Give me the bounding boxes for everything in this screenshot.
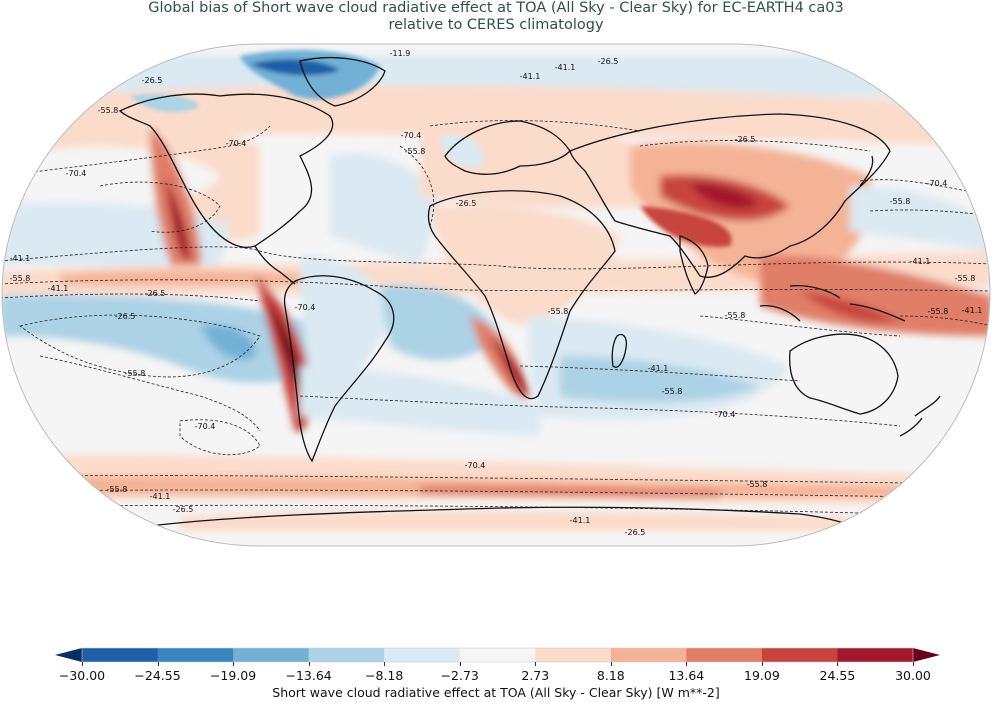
contour-label: -41.1: [520, 72, 541, 81]
contour-label: -55.8: [725, 311, 746, 320]
colorbar-tick-label: −19.09: [209, 668, 257, 683]
bias-field: -26.5-11.9-41.1-26.5-41.1-55.8-70.4-41.1…: [2, 44, 990, 546]
contour-label: -55.8: [10, 274, 31, 283]
contour-label: -70.4: [465, 461, 486, 470]
map-border: [1, 43, 991, 547]
contour-label: -41.1: [10, 254, 31, 263]
contour-label: -26.5: [456, 199, 477, 208]
contour-label: -41.1: [962, 306, 983, 315]
contour-label: -70.4: [226, 139, 247, 148]
title-line-2: relative to CERES climatology: [388, 17, 604, 33]
colorbar-bin: [686, 648, 763, 662]
colorbar-extend-low: [55, 648, 82, 662]
colorbar-tick-label: 19.09: [744, 668, 780, 683]
contour-label: -26.5: [115, 312, 136, 321]
contour-label: -26.5: [142, 76, 163, 85]
colorbar-tick-label: 24.55: [819, 668, 856, 683]
contour-label: -41.1: [910, 257, 931, 266]
contour-labels: -26.5-11.9-41.1-26.5-41.1-55.8-70.4-41.1…: [10, 49, 983, 537]
contour-label: -55.8: [928, 307, 949, 316]
contours: [2, 120, 990, 515]
contour-label: -70.4: [66, 169, 87, 178]
contour-label: -41.1: [648, 364, 669, 373]
contour-label: -55.8: [107, 485, 128, 494]
contour-label: -70.4: [401, 131, 422, 140]
contour-label: -70.4: [715, 410, 736, 419]
colorbar-bin: [535, 648, 612, 662]
colorbar-tick-label: 30.00: [895, 668, 931, 683]
colorbar-tick: [761, 662, 763, 666]
colorbar-tick: [233, 662, 235, 666]
colorbar-bin: [157, 648, 234, 662]
colorbar-tick: [610, 662, 612, 666]
colorbar-bin: [82, 648, 159, 662]
contour-label: -26.5: [735, 135, 756, 144]
colorbar-tick: [837, 662, 839, 666]
contour-label: -55.8: [548, 307, 569, 316]
contour-label: -55.8: [405, 147, 426, 156]
contour-label: -41.1: [570, 516, 591, 525]
contour-label: -55.8: [125, 369, 146, 378]
colorbar-bin: [610, 648, 687, 662]
coastlines: [118, 56, 941, 542]
contour-label: -26.5: [598, 57, 619, 66]
colorbar-tick: [686, 662, 688, 666]
colorbar-tick-label: 2.73: [521, 668, 550, 683]
contour-label: -55.8: [890, 197, 911, 206]
colorbar-tick: [535, 662, 537, 666]
colorbar-bin: [837, 648, 914, 662]
colorbar-tick: [308, 662, 310, 666]
colorbar-bin: [761, 648, 838, 662]
contour-label: -41.1: [150, 492, 171, 501]
world-map: -26.5-11.9-41.1-26.5-41.1-55.8-70.4-41.1…: [1, 43, 991, 547]
colorbar-tick-label: −30.00: [58, 668, 106, 683]
contour-label: -55.8: [955, 274, 976, 283]
colorbar-tick: [157, 662, 159, 666]
colorbar-tick-label: 13.64: [668, 668, 705, 683]
contour-label: -26.5: [173, 505, 194, 514]
colorbar-tick: [459, 662, 461, 666]
contour-label: -70.4: [195, 422, 216, 431]
contour-label: -41.1: [555, 63, 576, 72]
colorbar-tick-label: −8.18: [365, 668, 404, 683]
colorbar-tick-label: −24.55: [134, 668, 181, 683]
colorbar-tick: [82, 662, 83, 666]
title-line-1: Global bias of Short wave cloud radiativ…: [148, 0, 844, 16]
colorbar-bin: [459, 648, 536, 662]
colorbar: [55, 647, 940, 663]
colorbar-tick: [913, 662, 914, 666]
colorbar-tick-label: −2.73: [440, 668, 479, 683]
colorbar-tick-label: −13.64: [285, 668, 332, 683]
colorbar-tick: [384, 662, 386, 666]
colorbar-label: Short wave cloud radiative effect at TOA…: [272, 685, 720, 700]
contour-label: -55.8: [747, 480, 768, 489]
contour-label: -55.8: [662, 387, 683, 396]
colorbar-tick-label: 8.18: [596, 668, 625, 683]
chart-title: Global bias of Short wave cloud radiativ…: [0, 0, 992, 34]
colorbar-bin: [384, 648, 461, 662]
colorbar-extend-high: [913, 648, 940, 662]
contour-label: -41.1: [48, 284, 69, 293]
contour-label: -26.5: [145, 289, 166, 298]
contour-label: -70.4: [927, 179, 948, 188]
contour-label: -70.4: [295, 303, 316, 312]
colorbar-bin: [233, 648, 310, 662]
colorbar-bin: [308, 648, 385, 662]
contour-label: -11.9: [390, 49, 411, 58]
contour-label: -26.5: [625, 528, 646, 537]
contour-label: -55.8: [98, 106, 119, 115]
